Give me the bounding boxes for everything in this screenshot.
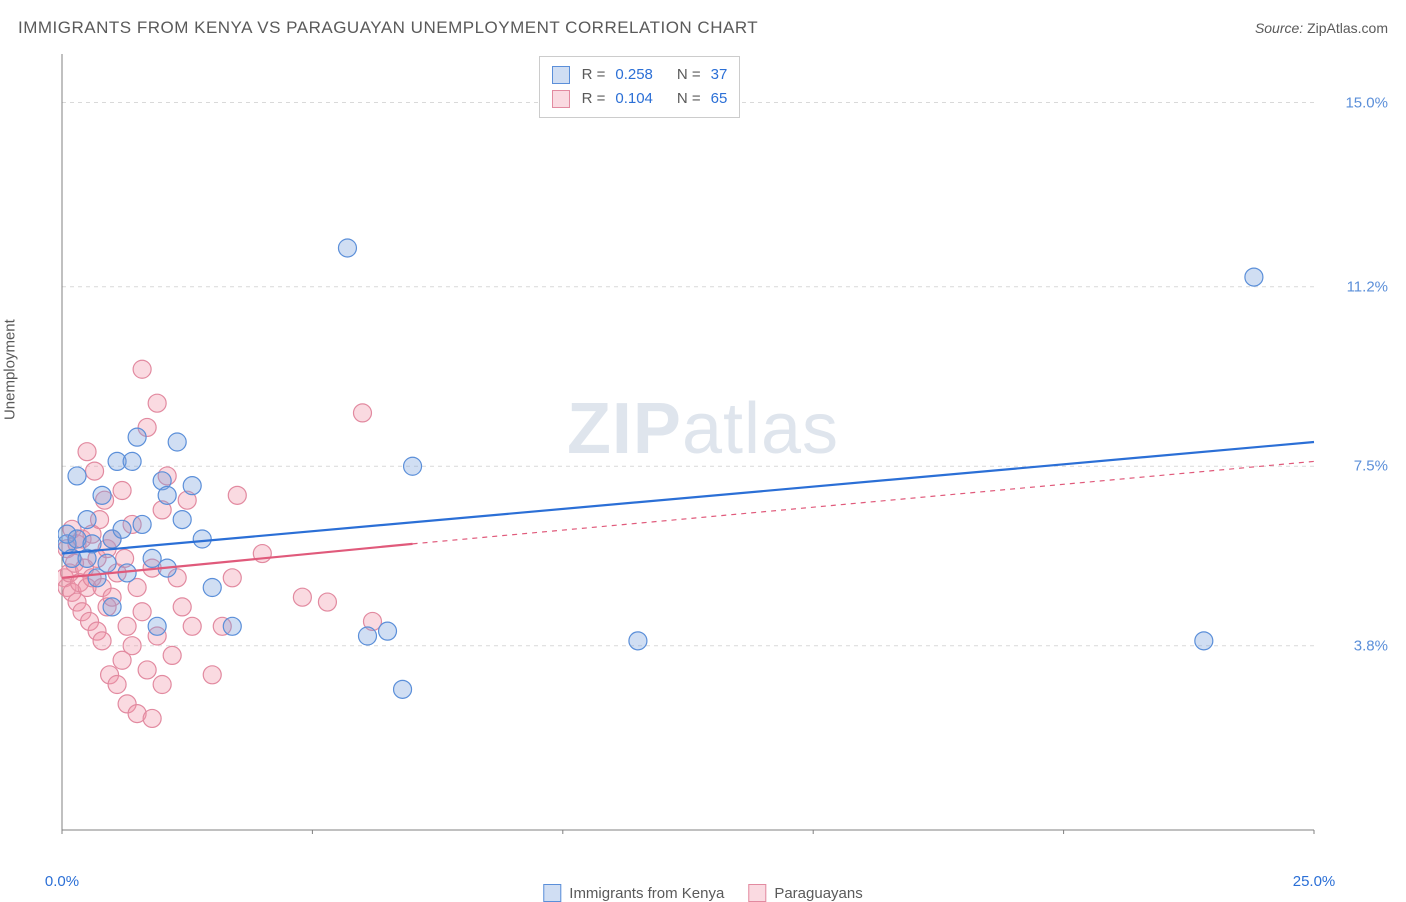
y-tick: 15.0% bbox=[1345, 94, 1388, 111]
legend-swatch bbox=[748, 884, 766, 902]
legend-label: Paraguayans bbox=[774, 885, 862, 902]
source-attribution: Source: ZipAtlas.com bbox=[1255, 20, 1388, 36]
source-label: Source: bbox=[1255, 20, 1303, 36]
y-tick: 7.5% bbox=[1354, 458, 1388, 475]
x-tick: 0.0% bbox=[45, 873, 79, 890]
legend-item: Immigrants from Kenya bbox=[543, 884, 724, 902]
x-tick: 25.0% bbox=[1293, 873, 1336, 890]
correlation-stats-box: R =0.258N =37R =0.104N =65 bbox=[539, 56, 741, 118]
scatter-plot bbox=[58, 50, 1318, 834]
y-tick: 3.8% bbox=[1354, 637, 1388, 654]
series-swatch bbox=[552, 66, 570, 84]
legend-item: Paraguayans bbox=[748, 884, 862, 902]
source-value: ZipAtlas.com bbox=[1307, 20, 1388, 36]
chart-container: Unemployment 3.8%7.5%11.2%15.0% 0.0%25.0… bbox=[18, 50, 1388, 874]
legend-swatch bbox=[543, 884, 561, 902]
y-tick-labels: 3.8% 7.5% 11.2% 15.0% bbox=[1328, 50, 1388, 834]
y-axis-label: Unemployment bbox=[2, 319, 19, 420]
stats-row: R =0.258N =37 bbox=[552, 63, 728, 87]
y-tick: 11.2% bbox=[1347, 278, 1388, 295]
stats-row: R =0.104N =65 bbox=[552, 87, 728, 111]
chart-title: IMMIGRANTS FROM KENYA VS PARAGUAYAN UNEM… bbox=[18, 18, 758, 38]
legend-label: Immigrants from Kenya bbox=[569, 885, 724, 902]
bottom-legend: Immigrants from Kenya Paraguayans bbox=[543, 884, 862, 902]
series-swatch bbox=[552, 90, 570, 108]
